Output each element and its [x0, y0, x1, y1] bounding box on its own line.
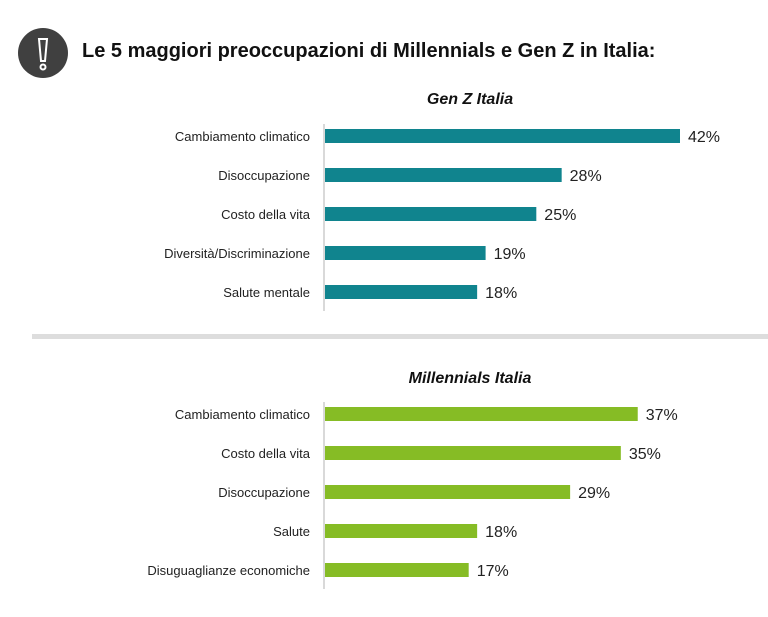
value-label: 17% — [477, 563, 509, 580]
bar — [325, 129, 680, 143]
category-label: Diversità/Discriminazione — [164, 246, 310, 261]
bar — [325, 563, 469, 577]
value-label: 35% — [629, 446, 661, 463]
category-label: Cambiamento climatico — [175, 407, 310, 422]
bar — [325, 407, 638, 421]
exclamation-icon — [18, 28, 68, 78]
category-label: Costo della vita — [221, 207, 311, 222]
value-label: 19% — [494, 246, 526, 263]
category-label: Disoccupazione — [218, 168, 310, 183]
value-label: 25% — [544, 207, 576, 224]
category-label: Costo della vita — [221, 446, 311, 461]
value-label: 29% — [578, 485, 610, 502]
chart-title-millennials: Millennials Italia — [408, 370, 532, 387]
value-label: 28% — [570, 168, 602, 185]
bar — [325, 446, 621, 460]
value-label: 18% — [485, 285, 517, 302]
bar — [325, 168, 562, 182]
category-label: Salute — [273, 524, 310, 539]
chart-millennials: Cambiamento climatico 37% Costo della vita… — [147, 402, 678, 589]
chart-title-genz: Gen Z Italia — [426, 91, 514, 108]
value-label: 42% — [688, 129, 720, 146]
bar — [325, 285, 478, 299]
chart-genz: Cambiamento climatico 42% Disoccupazione 28… — [164, 124, 720, 311]
value-label: 37% — [646, 407, 678, 424]
category-label: Salute mentale — [223, 285, 310, 300]
bar — [325, 246, 486, 260]
category-label: Cambiamento climatico — [175, 129, 310, 144]
divider — [32, 334, 768, 339]
bar — [325, 207, 537, 221]
value-label: 18% — [485, 524, 517, 541]
bar — [325, 524, 478, 538]
category-label: Disuguaglianze economiche — [147, 563, 310, 578]
category-label: Disoccupazione — [218, 485, 310, 500]
page-title: Le 5 maggiori preoccupazioni di Millenni… — [82, 40, 656, 62]
bar — [325, 485, 571, 499]
